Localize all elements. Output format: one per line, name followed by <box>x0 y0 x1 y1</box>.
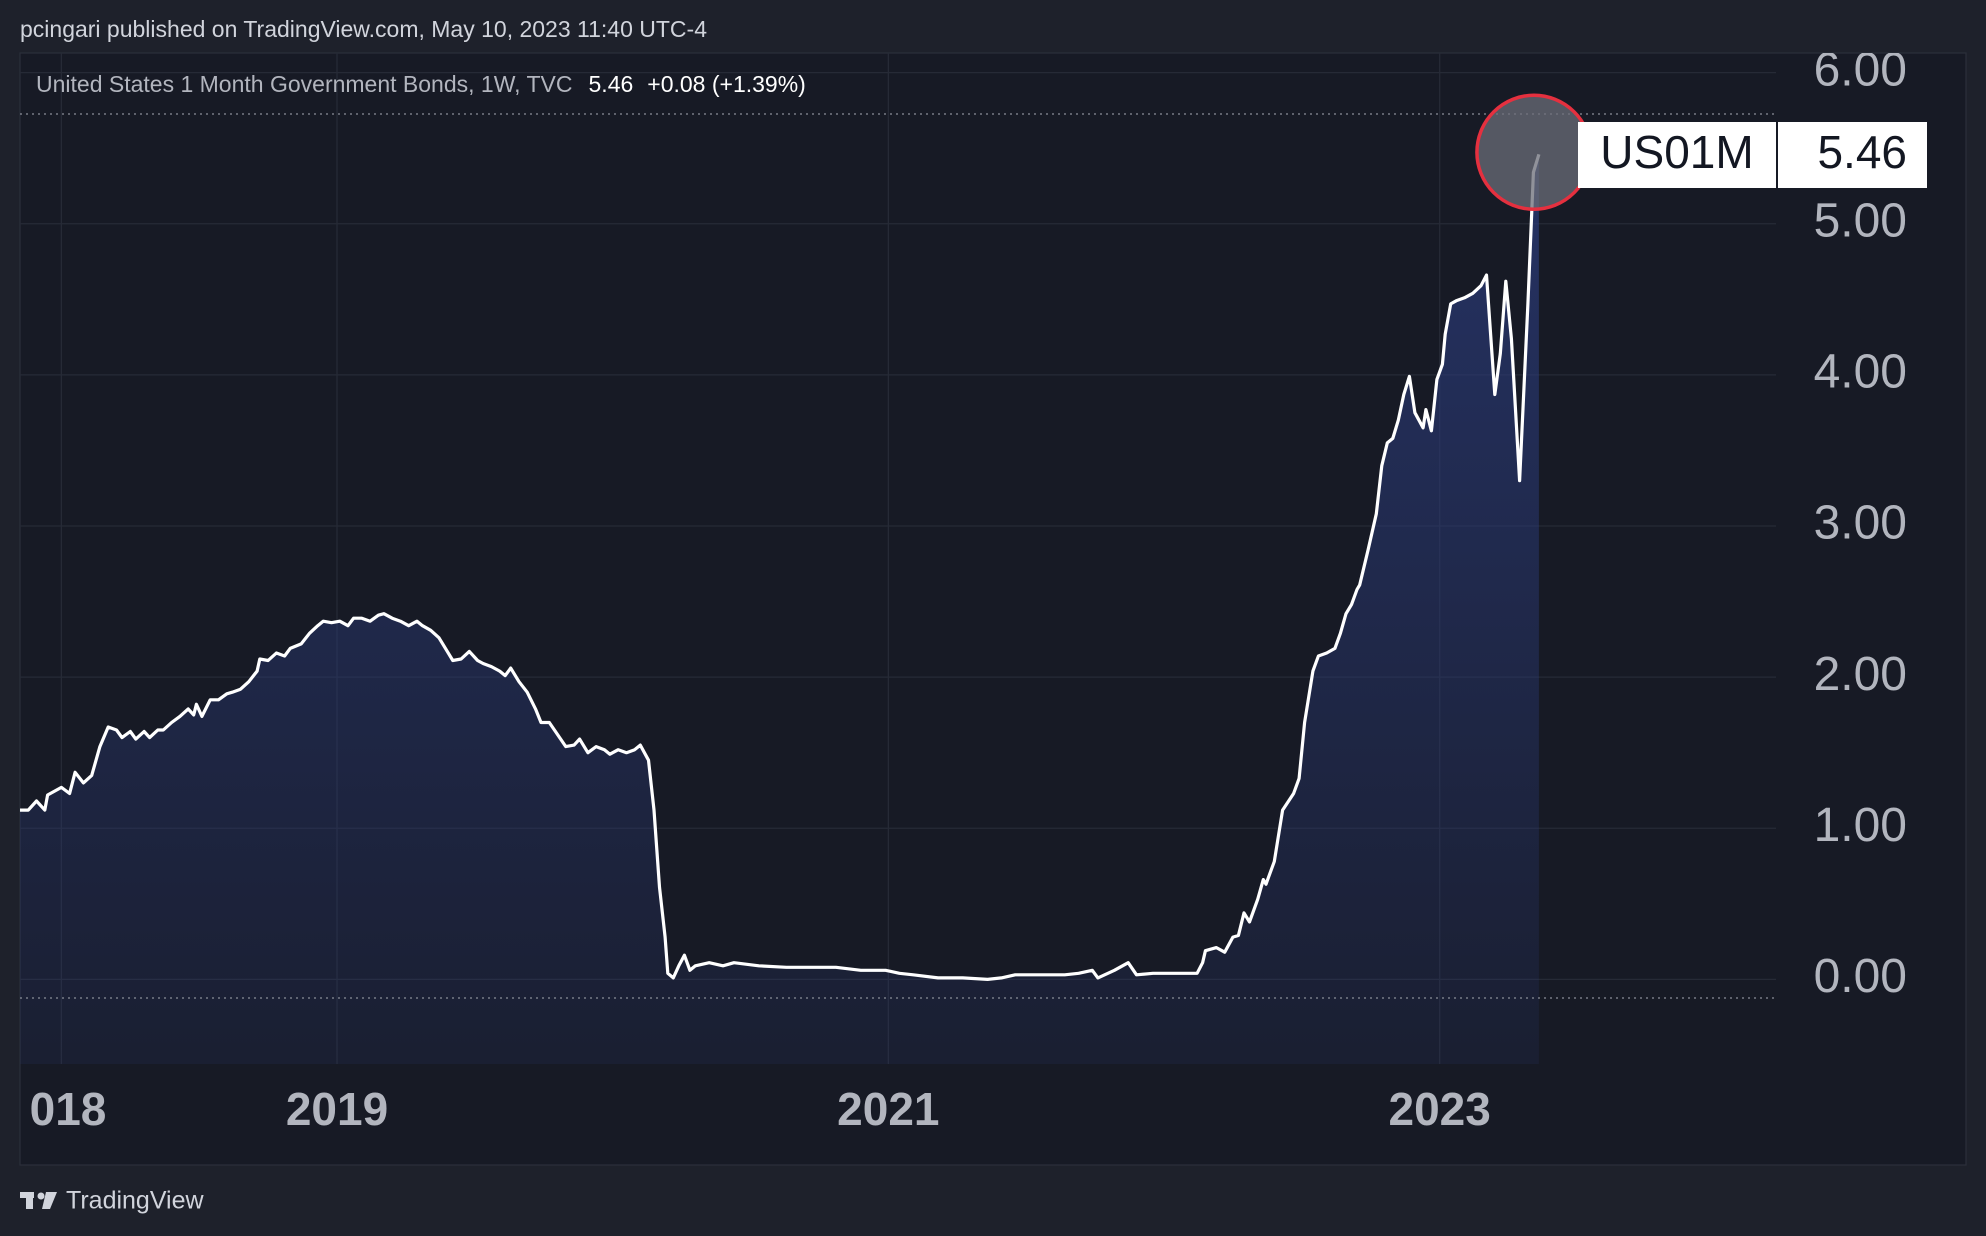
logo-slant <box>42 1192 57 1209</box>
price-line <box>20 153 1541 981</box>
last-price-label: 5.46 <box>1817 126 1907 178</box>
x-tick-label: 2021 <box>837 1083 939 1135</box>
published-note: pcingari published on TradingView.com, M… <box>20 16 707 42</box>
legend-change: +0.08 (+1.39%) <box>647 71 806 97</box>
price-tag: US01M 5.46 <box>1578 122 1927 188</box>
legend-title: United States 1 Month Government Bonds, … <box>36 71 573 97</box>
last-price-box <box>1778 122 1927 188</box>
x-tick-label: 2023 <box>1389 1083 1491 1135</box>
y-tick-label: 6.00 <box>1814 43 1907 96</box>
y-tick-label: 2.00 <box>1814 648 1907 701</box>
legend: United States 1 Month Government Bonds, … <box>36 71 806 97</box>
axes: 0.00 1.00 2.00 3.00 4.00 5.00 6.00 018 2019 2021 2… <box>30 43 1907 1135</box>
brand-logo <box>20 1192 57 1209</box>
y-tick-label: 1.00 <box>1814 799 1907 852</box>
legend-last-value: 5.46 <box>589 71 634 97</box>
y-tick-label: 3.00 <box>1814 497 1907 550</box>
x-tick-label: 018 <box>30 1083 107 1135</box>
logo-dot <box>37 1192 45 1200</box>
symbol-box <box>1578 122 1776 188</box>
symbol-label: US01M <box>1600 126 1753 178</box>
brand-name: TradingView <box>66 1187 205 1215</box>
logo-stem <box>26 1192 33 1209</box>
plot-area <box>20 153 1541 1064</box>
area-fill <box>20 154 1539 1064</box>
x-tick-label: 2019 <box>286 1083 388 1135</box>
y-tick-label: 4.00 <box>1814 346 1907 399</box>
y-tick-label: 0.00 <box>1814 950 1907 1003</box>
y-tick-label: 5.00 <box>1814 194 1907 247</box>
highlight-circle <box>1475 93 1593 212</box>
